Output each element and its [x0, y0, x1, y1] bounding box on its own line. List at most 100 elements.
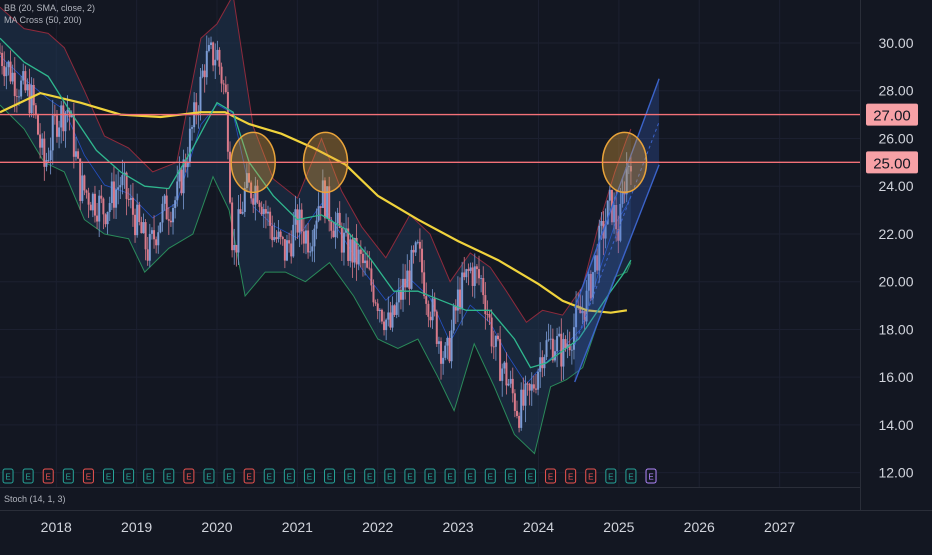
time-axis[interactable]: 2018 2019 2020 2021 2022 2023 2024 2025 2026 2027 [41, 519, 796, 535]
earnings-marker-box[interactable] [524, 468, 536, 484]
earnings-marker[interactable]: E [324, 468, 336, 484]
earnings-marker[interactable]: E [645, 468, 657, 484]
channel-lower-line[interactable] [574, 164, 660, 383]
earnings-marker[interactable]: E [82, 468, 94, 484]
candle-body [391, 305, 394, 328]
earnings-marker[interactable]: E [464, 468, 476, 484]
earnings-marker-box[interactable] [223, 468, 235, 484]
channel-fill[interactable] [574, 78, 660, 383]
earnings-marker-box[interactable] [203, 468, 215, 484]
earnings-marker[interactable]: E [484, 468, 496, 484]
circle-marker[interactable] [302, 131, 349, 194]
candle-body [15, 96, 18, 97]
earnings-marker[interactable]: E [163, 468, 175, 484]
earnings-marker-box[interactable] [143, 468, 155, 484]
earnings-marker[interactable]: E [605, 468, 617, 484]
candle-body [340, 227, 343, 253]
earnings-marker[interactable]: E [203, 468, 215, 484]
earnings-marker-box[interactable] [163, 468, 175, 484]
candle-body [380, 309, 383, 322]
earnings-marker-box[interactable] [484, 468, 496, 484]
earnings-marker[interactable]: E [2, 468, 14, 484]
earnings-marker[interactable]: E [22, 468, 34, 484]
earnings-marker[interactable]: E [62, 468, 74, 484]
earnings-marker-box[interactable] [62, 468, 74, 484]
candle-body [416, 241, 419, 243]
earnings-marker[interactable]: E [585, 468, 597, 484]
earnings-marker-box[interactable] [424, 468, 436, 484]
price-axis[interactable]: 12.00 14.00 16.00 18.00 20.00 22.00 24.00 26.00… [878, 35, 913, 481]
horizontal-lines[interactable] [0, 113, 860, 164]
earnings-marker[interactable]: E [344, 468, 356, 484]
earnings-marker[interactable]: E [103, 468, 115, 484]
earnings-marker-box[interactable] [565, 468, 577, 484]
earnings-marker[interactable]: E [143, 468, 155, 484]
channel-upper-line[interactable] [574, 78, 660, 309]
earnings-marker[interactable]: E [424, 468, 436, 484]
channel-mid-line[interactable] [574, 121, 660, 346]
circle-marker[interactable] [230, 131, 276, 194]
earnings-marker-label: E [267, 473, 272, 482]
earnings-marker-box[interactable] [42, 468, 54, 484]
earnings-marker-box[interactable] [364, 468, 376, 484]
earnings-marker[interactable]: E [545, 468, 557, 484]
candle-body [572, 327, 575, 350]
parallel-channel[interactable] [574, 78, 660, 383]
earnings-marker[interactable]: E [183, 468, 195, 484]
candle-body [39, 134, 42, 148]
candle-body [617, 229, 620, 241]
earnings-marker[interactable]: E [524, 468, 536, 484]
earnings-marker-box[interactable] [504, 468, 516, 484]
candle-body [480, 278, 483, 279]
earnings-marker-box[interactable] [404, 468, 416, 484]
earnings-marker[interactable]: E [444, 468, 456, 484]
earnings-marker[interactable]: E [404, 468, 416, 484]
ma-legend[interactable]: MA Cross (50, 200) [4, 15, 82, 25]
earnings-marker[interactable]: E [303, 468, 315, 484]
earnings-marker[interactable]: E [263, 468, 275, 484]
earnings-marker[interactable]: E [123, 468, 135, 484]
earnings-marker-box[interactable] [645, 468, 657, 484]
earnings-marker-box[interactable] [344, 468, 356, 484]
earnings-marker[interactable]: E [625, 468, 637, 484]
earnings-marker-box[interactable] [384, 468, 396, 484]
candle-body [534, 388, 537, 390]
earnings-marker-box[interactable] [2, 468, 14, 484]
earnings-marker-box[interactable] [263, 468, 275, 484]
earnings-marker-box[interactable] [283, 468, 295, 484]
earnings-marker-box[interactable] [585, 468, 597, 484]
earnings-marker-box[interactable] [82, 468, 94, 484]
earnings-marker[interactable]: E [504, 468, 516, 484]
earnings-marker-box[interactable] [444, 468, 456, 484]
earnings-marker-box[interactable] [183, 468, 195, 484]
earnings-marker[interactable]: E [223, 468, 235, 484]
earnings-marker-box[interactable] [243, 468, 255, 484]
earnings-marker-box[interactable] [123, 468, 135, 484]
candle-body [366, 260, 369, 268]
candle-body [142, 222, 145, 234]
earnings-marker[interactable]: E [283, 468, 295, 484]
stoch-legend[interactable]: Stoch (14, 1, 3) [4, 494, 66, 504]
candle-body [450, 330, 453, 362]
earnings-marker-box[interactable] [324, 468, 336, 484]
candle-body [252, 198, 255, 205]
circle-marker[interactable] [601, 131, 648, 194]
earnings-marker[interactable]: E [565, 468, 577, 484]
earnings-marker-box[interactable] [103, 468, 115, 484]
candle-body [615, 205, 618, 230]
earnings-marker-box[interactable] [625, 468, 637, 484]
earnings-marker[interactable]: E [42, 468, 54, 484]
earnings-marker-box[interactable] [545, 468, 557, 484]
earnings-marker-box[interactable] [22, 468, 34, 484]
circle-markers[interactable] [230, 131, 648, 194]
earnings-marker-box[interactable] [303, 468, 315, 484]
earnings-marker-box[interactable] [464, 468, 476, 484]
earnings-marker-box[interactable] [605, 468, 617, 484]
earnings-marker[interactable]: E [364, 468, 376, 484]
earnings-marker[interactable]: E [384, 468, 396, 484]
bb-legend[interactable]: BB (20, SMA, close, 2) [4, 3, 95, 13]
earnings-marker[interactable]: E [243, 468, 255, 484]
